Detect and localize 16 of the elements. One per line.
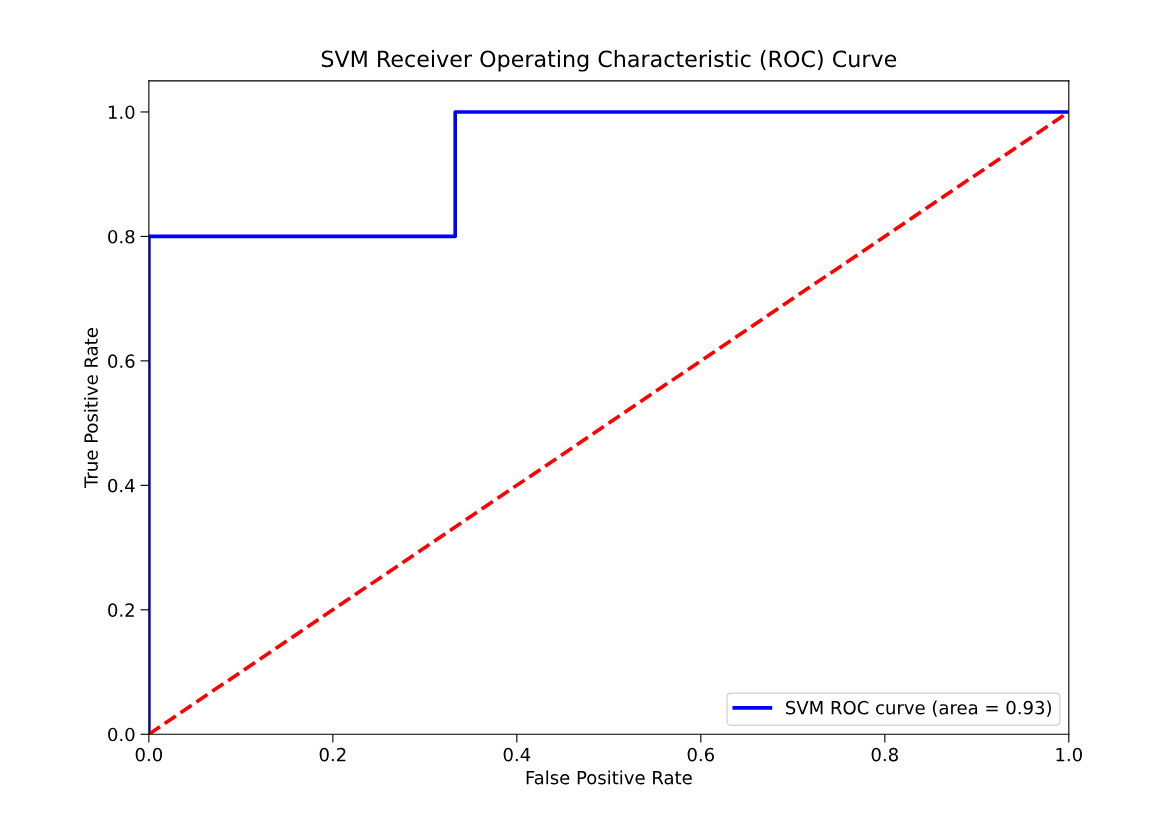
legend-label: SVM ROC curve (area = 0.93)	[786, 700, 1051, 717]
x-tick-label: 0.6	[687, 747, 715, 762]
y-tick-label: 1.0	[108, 105, 135, 120]
y-tick-label: 0.6	[108, 354, 135, 368]
chart-title: SVM Receiver Operating Characteristic (ROC) Curve	[321, 50, 897, 72]
x-tick-label: 0.8	[871, 747, 898, 762]
y-tick-label: 0.4	[108, 478, 135, 493]
x-tick-label: 0.2	[319, 747, 346, 762]
x-axis-title: False Positive Rate	[526, 770, 692, 785]
x-tick-label: 0.4	[503, 747, 531, 762]
y-tick-label: 0.8	[108, 229, 135, 244]
y-axis-title: True Positive Rate	[83, 328, 98, 488]
y-tick-label: 0.2	[108, 603, 134, 617]
x-tick-label: 0.0	[135, 747, 163, 762]
y-tick-label: 0.0	[108, 727, 135, 742]
x-tick-label: 1.0	[1056, 747, 1082, 762]
